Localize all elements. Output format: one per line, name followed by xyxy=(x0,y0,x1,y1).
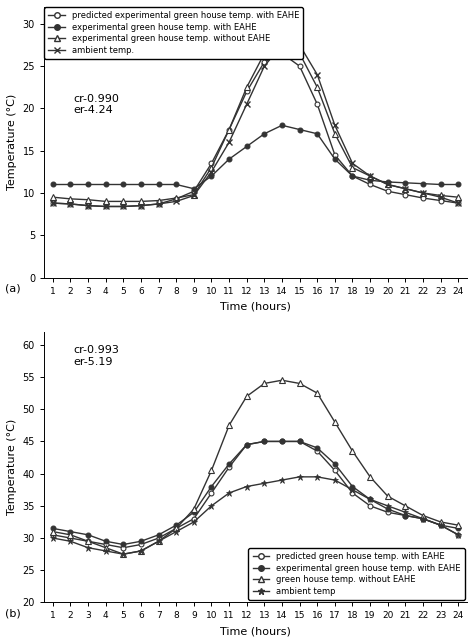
Text: (a): (a) xyxy=(5,284,20,294)
Legend: predicted experimental green house temp. with EAHE, experimental green house tem: predicted experimental green house temp.… xyxy=(44,7,303,59)
Y-axis label: Temperature (°C): Temperature (°C) xyxy=(7,419,17,515)
X-axis label: Time (hours): Time (hours) xyxy=(220,301,291,311)
X-axis label: Time (hours): Time (hours) xyxy=(220,626,291,636)
Text: (b): (b) xyxy=(5,609,20,619)
Y-axis label: Temperature (°C): Temperature (°C) xyxy=(7,94,17,190)
Text: cr-0.993
er-5.19: cr-0.993 er-5.19 xyxy=(73,345,119,367)
Text: cr-0.990
er-4.24: cr-0.990 er-4.24 xyxy=(73,93,119,115)
Legend: predicted green house temp. with EAHE, experimental green house temp. with EAHE,: predicted green house temp. with EAHE, e… xyxy=(248,548,465,600)
